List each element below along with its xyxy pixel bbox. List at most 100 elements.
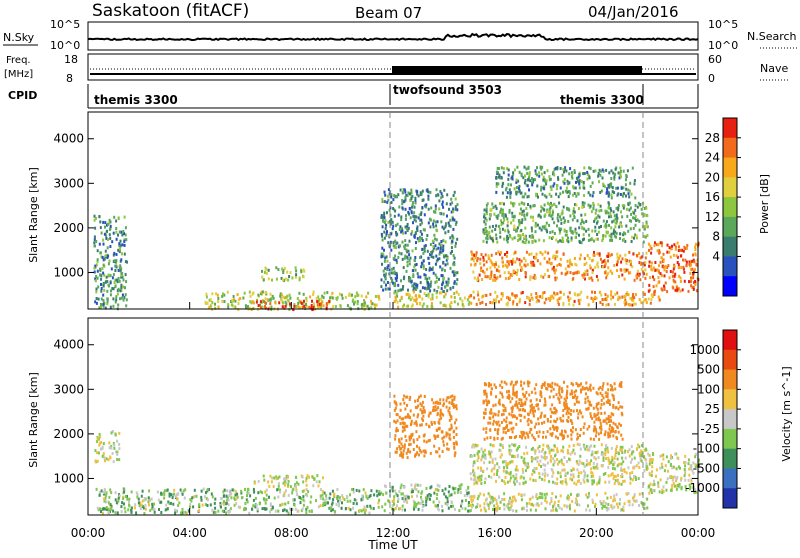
scatter-cell: [439, 265, 441, 268]
scatter-cell: [670, 270, 672, 273]
scatter-cell: [536, 467, 538, 470]
scatter-cell: [355, 512, 357, 515]
scatter-cell: [500, 298, 502, 301]
scatter-cell: [507, 237, 509, 240]
scatter-cell: [575, 483, 577, 486]
freq-panel: Freq. [MHz] 18 8 60 0 Nave: [4, 53, 790, 85]
scatter-cell: [385, 492, 387, 495]
scatter-cell: [694, 252, 696, 255]
scatter-cell: [572, 426, 574, 429]
scatter-cell: [610, 297, 612, 300]
scatter-cell: [333, 494, 335, 497]
scatter-cell: [417, 275, 419, 278]
scatter-cell: [521, 213, 523, 216]
scatter-cell: [530, 497, 532, 500]
scatter-cell: [530, 509, 532, 512]
scatter-cell: [100, 510, 102, 513]
scatter-cell: [119, 248, 121, 251]
scatter-cell: [404, 485, 406, 488]
scatter-cell: [247, 500, 249, 503]
scatter-cell: [501, 166, 503, 169]
scatter-cell: [520, 229, 522, 232]
scatter-cell: [148, 489, 150, 492]
scatter-cell: [572, 272, 574, 275]
scatter-cell: [357, 302, 359, 305]
scatter-cell: [537, 196, 539, 199]
scatter-cell: [548, 258, 550, 261]
scatter-cell: [407, 264, 409, 267]
scatter-cell: [546, 261, 548, 264]
scatter-cell: [264, 508, 266, 511]
scatter-cell: [95, 279, 97, 282]
scatter-cell: [228, 494, 230, 497]
scatter-cell: [579, 455, 581, 458]
scatter-cell: [664, 274, 666, 277]
scatter-cell: [557, 219, 559, 222]
scatter-cell: [425, 294, 427, 297]
scatter-cell: [510, 436, 512, 439]
scatter-cell: [535, 225, 537, 228]
scatter-cell: [646, 301, 648, 304]
scatter-cell: [415, 241, 417, 244]
scatter-cell: [440, 301, 442, 304]
scatter-cell: [385, 227, 387, 230]
scatter-cell: [588, 449, 590, 452]
scatter-cell: [506, 383, 508, 386]
scatter-cell: [403, 277, 405, 280]
scatter-cell: [124, 510, 126, 513]
scatter-cell: [453, 398, 455, 401]
scatter-cell: [235, 498, 237, 501]
scatter-cell: [688, 280, 690, 283]
scatter-cell: [502, 265, 504, 268]
scatter-cell: [608, 193, 610, 196]
scatter-cell: [143, 512, 145, 515]
scatter-cell: [303, 275, 305, 278]
scatter-cell: [523, 507, 525, 510]
scatter-cell: [560, 296, 562, 299]
scatter-cell: [428, 415, 430, 418]
scatter-cell: [594, 445, 596, 448]
scatter-cell: [620, 261, 622, 264]
scatter-cell: [264, 499, 266, 502]
scatter-cell: [501, 177, 503, 180]
scatter-cell: [392, 225, 394, 228]
scatter-cell: [491, 203, 493, 206]
scatter-cell: [578, 234, 580, 237]
scatter-cell: [426, 238, 428, 241]
scatter-cell: [441, 274, 443, 277]
scatter-cell: [443, 255, 445, 258]
scatter-cell: [535, 230, 537, 233]
scatter-cell: [455, 208, 457, 211]
scatter-cell: [607, 259, 609, 262]
scatter-cell: [177, 504, 179, 507]
scatter-cell: [602, 266, 604, 269]
scatter-cell: [93, 241, 95, 244]
scatter-cell: [415, 420, 417, 423]
scatter-cell: [353, 303, 355, 306]
scatter-cell: [538, 214, 540, 217]
scatter-cell: [492, 508, 494, 511]
scatter-cell: [559, 192, 561, 195]
scatter-cell: [493, 467, 495, 470]
scatter-cell: [640, 301, 642, 304]
scatter-cell: [507, 301, 509, 304]
scatter-cell: [265, 291, 267, 294]
scatter-cell: [628, 251, 630, 254]
scatter-cell: [451, 201, 453, 204]
scatter-cell: [547, 430, 549, 433]
scatter-cell: [490, 476, 492, 479]
scatter-cell: [448, 490, 450, 493]
scatter-cell: [607, 295, 609, 298]
cpid-segment-1: themis 3300: [94, 93, 178, 107]
scatter-cell: [520, 208, 522, 211]
scatter-cell: [420, 502, 422, 505]
scatter-cell: [389, 288, 391, 291]
scatter-cell: [422, 286, 424, 289]
scatter-cell: [592, 207, 594, 210]
scatter-cell: [433, 445, 435, 448]
scatter-cell: [605, 457, 607, 460]
scatter-cell: [605, 304, 607, 307]
scatter-cell: [347, 500, 349, 503]
scatter-cell: [443, 493, 445, 496]
scatter-cell: [561, 469, 563, 472]
